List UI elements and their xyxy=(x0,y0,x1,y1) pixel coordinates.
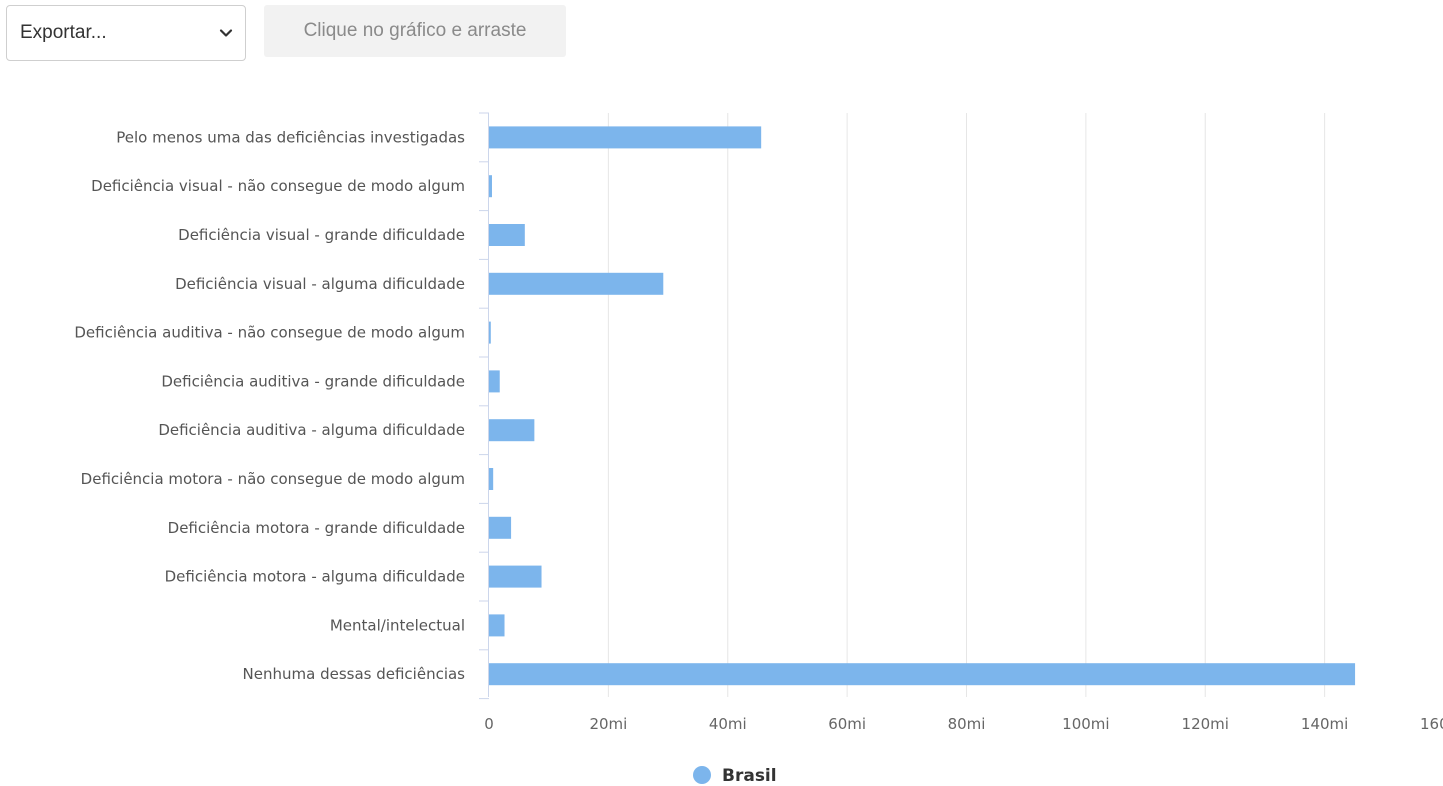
bar[interactable] xyxy=(489,370,500,393)
bar[interactable] xyxy=(489,565,542,588)
category-label: Deficiência motora - alguma dificuldade xyxy=(165,568,465,586)
category-label: Deficiência visual - grande dificuldade xyxy=(178,226,465,244)
bar[interactable] xyxy=(489,272,664,295)
x-tick-label: 40mi xyxy=(709,715,747,733)
category-label: Deficiência auditiva - alguma dificuldad… xyxy=(158,421,465,439)
category-label: Deficiência motora - não consegue de mod… xyxy=(81,470,465,488)
bar[interactable] xyxy=(489,126,762,149)
bar[interactable] xyxy=(489,663,1356,686)
category-label: Nenhuma dessas deficiências xyxy=(243,665,466,683)
bar[interactable] xyxy=(489,516,512,539)
category-label: Deficiência visual - alguma dificuldade xyxy=(175,275,465,293)
x-tick-label: 140mi xyxy=(1301,715,1348,733)
x-tick-label: 120mi xyxy=(1182,715,1229,733)
drag-hint-label: Clique no gráfico e arraste xyxy=(303,20,527,41)
category-label: Deficiência auditiva - grande dificuldad… xyxy=(161,372,465,390)
bar[interactable] xyxy=(489,614,505,637)
category-label: Deficiência auditiva - não consegue de m… xyxy=(74,324,465,342)
x-tick-label: 20mi xyxy=(589,715,627,733)
drag-hint: Clique no gráfico e arraste xyxy=(264,5,566,57)
grid-lines xyxy=(607,113,1326,697)
export-select[interactable]: Exportar... xyxy=(6,5,246,61)
category-label: Deficiência visual - não consegue de mod… xyxy=(91,177,465,195)
x-tick-label: 80mi xyxy=(948,715,986,733)
legend-item[interactable]: Brasil xyxy=(693,766,777,786)
category-label: Pelo menos uma das deficiências investig… xyxy=(116,128,465,146)
bar[interactable] xyxy=(489,175,492,198)
bar[interactable] xyxy=(489,224,525,246)
export-select-label: Exportar... xyxy=(20,22,107,43)
bars[interactable] xyxy=(489,126,1356,686)
x-tick-label: 60mi xyxy=(828,715,866,733)
legend-label: Brasil xyxy=(722,766,777,786)
category-label: Deficiência motora - grande dificuldade xyxy=(168,519,465,537)
toolbar: Exportar... Clique no gráfico e arraste xyxy=(6,5,566,63)
bar[interactable] xyxy=(489,321,491,344)
x-tick-label: 0 xyxy=(484,715,494,733)
x-tick-label: 160mi xyxy=(1420,715,1443,733)
bar[interactable] xyxy=(489,419,535,442)
y-axis xyxy=(479,112,489,700)
category-label: Mental/intelectual xyxy=(330,616,465,634)
legend-marker xyxy=(693,766,711,784)
category-labels: Pelo menos uma das deficiências investig… xyxy=(74,128,465,683)
x-tick-label: 100mi xyxy=(1062,715,1109,733)
bar[interactable] xyxy=(489,468,494,490)
x-axis-labels: 0 20mi 40mi 60mi 80mi 100mi 120mi 140mi 160mi xyxy=(484,715,1443,733)
chevron-down-icon xyxy=(219,29,233,37)
legend[interactable]: Brasil xyxy=(693,766,777,786)
